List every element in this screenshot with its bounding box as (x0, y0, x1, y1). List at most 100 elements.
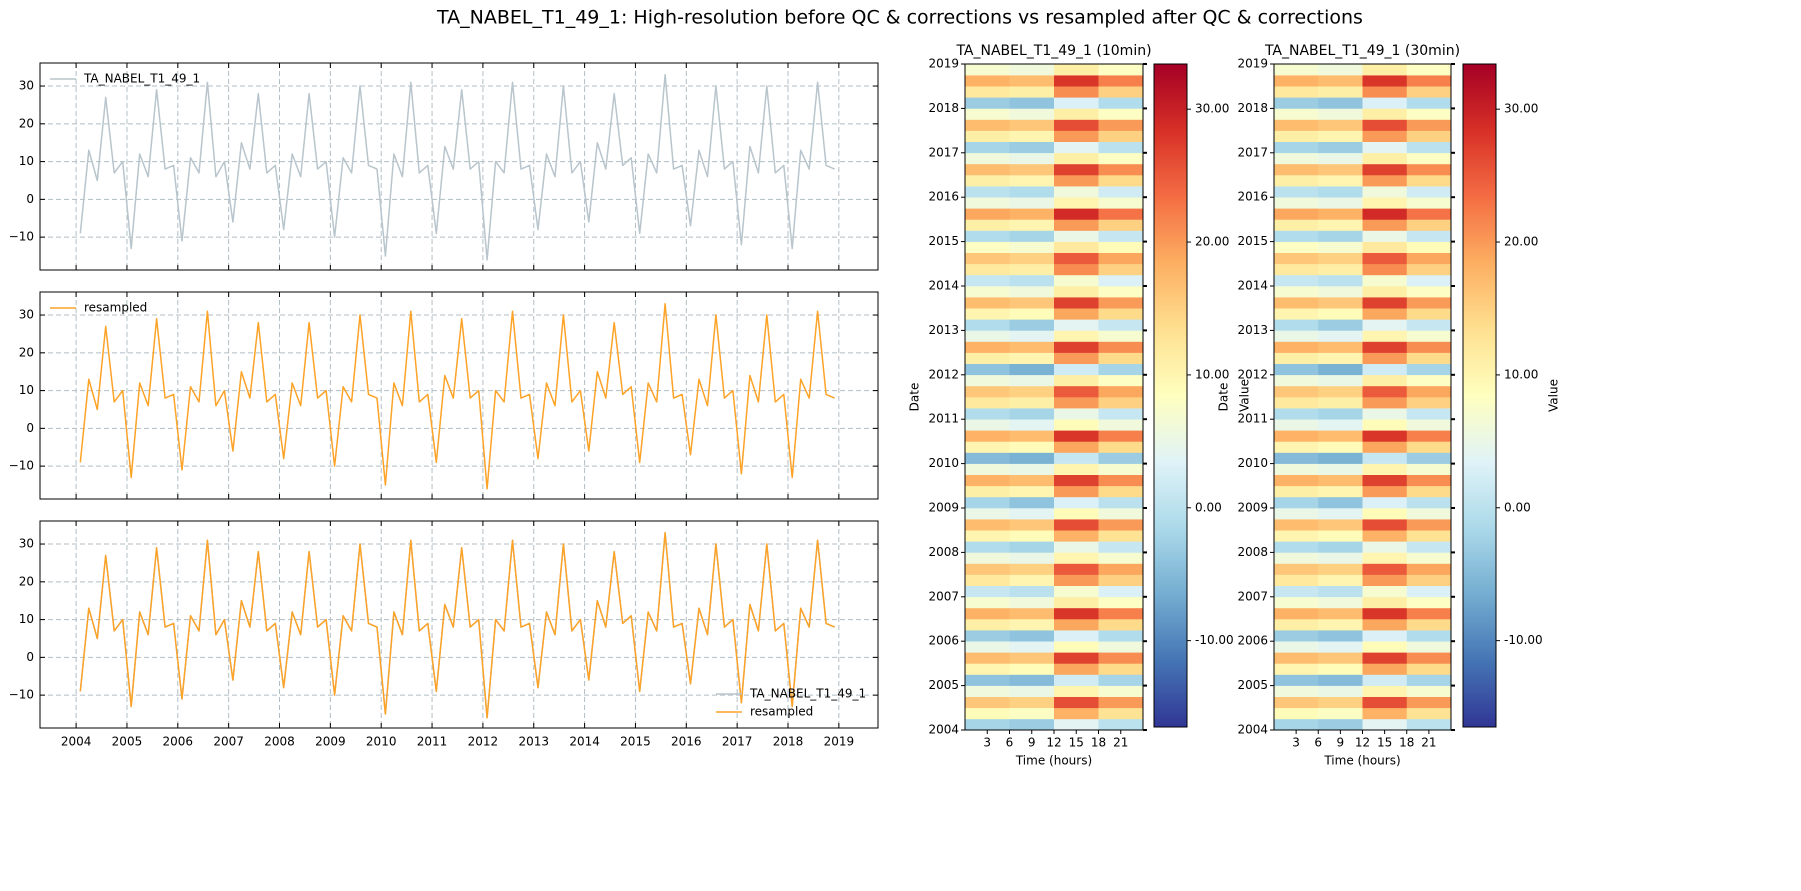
heatmap-cell (1362, 308, 1408, 320)
heatmap-cell (1318, 552, 1363, 564)
heatmap-cell (1098, 630, 1144, 642)
colorbar-tick-label: 20.00 (1195, 235, 1229, 249)
heatmap-cell (1009, 163, 1055, 176)
heatmap-cell (1406, 241, 1452, 253)
heatmap-cell (1362, 352, 1408, 364)
heatmap-cell (1318, 419, 1363, 431)
heatmap-cell (965, 108, 1010, 120)
heatmap-cell (1098, 374, 1144, 387)
heatmap-cell (1406, 585, 1452, 598)
heatmap-cell (1054, 419, 1099, 431)
colorbar-tick-label: 0.00 (1195, 500, 1222, 514)
heatmap-cell (1318, 130, 1363, 142)
heatmap-cell (1318, 297, 1363, 309)
heatmap-cell (1318, 441, 1363, 453)
y-tick-label: 2013 (1237, 323, 1268, 337)
heatmap-cell (1406, 674, 1452, 686)
heatmap-cell (1009, 619, 1055, 631)
heatmap-cell (1098, 674, 1144, 686)
heatmap-cell (1362, 208, 1408, 220)
heatmap-cell (1009, 674, 1055, 686)
heatmap-cell (1318, 97, 1363, 109)
heatmap-cell (1406, 641, 1452, 653)
heatmap-cell (1362, 408, 1408, 420)
heatmap-cell (1274, 341, 1319, 353)
heatmap-cell (965, 64, 1010, 76)
heatmap-cell (1098, 297, 1144, 309)
y-tick-label: 2016 (928, 190, 959, 204)
heatmap-cell (1318, 385, 1363, 398)
heatmap-cell (1318, 574, 1363, 586)
heatmap-cell (1009, 463, 1055, 475)
heatmap-cell (1318, 263, 1363, 276)
heatmap-cell (1362, 596, 1408, 609)
x-tick-label: 2014 (569, 735, 600, 749)
heatmap-cell (1054, 441, 1099, 453)
heatmap-cell (1274, 330, 1319, 342)
heatmap-cell (1362, 674, 1408, 686)
heatmap-cell (1318, 541, 1363, 553)
heatmap-cell (1009, 108, 1055, 120)
heatmap-cell (1318, 519, 1363, 531)
heatmap-cell (1406, 385, 1452, 398)
heatmap-cell (1362, 341, 1408, 353)
heatmap-cell (1362, 430, 1408, 442)
heatmap-cell (1318, 374, 1363, 387)
heatmap-cell (1406, 474, 1452, 487)
heatmap-cell (1098, 208, 1144, 220)
heatmap-cell (965, 574, 1010, 586)
heatmap-cell (1274, 641, 1319, 653)
x-tick-label: 2012 (468, 735, 499, 749)
legend-label: resampled (750, 705, 813, 719)
y-tick-label: 30 (19, 308, 34, 322)
heatmap-cell (1318, 163, 1363, 176)
y-tick-label: 2007 (928, 589, 959, 603)
heatmap-cell (1274, 163, 1319, 176)
heatmap-cell (1009, 419, 1055, 431)
heatmap-cell (1362, 485, 1408, 498)
heatmap-cell (1406, 541, 1452, 553)
heatmap-cell (1009, 230, 1055, 242)
heatmap-cell (1054, 274, 1099, 287)
heatmap-cell (1362, 397, 1408, 409)
heatmap-cell (965, 652, 1010, 664)
heatmap-cell (1318, 352, 1363, 364)
heatmap-cell (1054, 374, 1099, 387)
heatmap-cell (1054, 607, 1099, 620)
heatmap-cell (1318, 397, 1363, 409)
heatmap-cell (1406, 441, 1452, 453)
heatmap-cell (1054, 552, 1099, 564)
heatmap-cell (965, 263, 1010, 276)
heatmap-cell (1318, 585, 1363, 598)
x-tick-label: 12 (1046, 736, 1061, 750)
heatmap-cell (1406, 718, 1452, 731)
heatmap-cell (1318, 108, 1363, 120)
heatmap-cell (1274, 696, 1319, 709)
heatmap-cell (1362, 219, 1408, 231)
heatmap-cell (1274, 607, 1319, 620)
heatmap-cell (965, 563, 1010, 575)
heatmap-cell (1009, 219, 1055, 231)
heatmap-cell (1406, 419, 1452, 431)
heatmap-cell (965, 519, 1010, 531)
x-tick-label: 2007 (213, 735, 244, 749)
heatmap-cell (1098, 641, 1144, 653)
heatmap-cell (1054, 563, 1099, 575)
heatmap-cell (1009, 430, 1055, 442)
legend-label: TA_NABEL_T1_49_1 (83, 72, 200, 86)
heatmap-cell (1098, 341, 1144, 353)
heatmap-cell (1054, 452, 1099, 464)
heatmap-cell (1054, 108, 1099, 120)
heatmap-cell (965, 230, 1010, 242)
heatmap-cell (1009, 718, 1055, 731)
x-tick-label: 9 (1028, 736, 1036, 750)
heatmap-cell (1318, 596, 1363, 609)
heatmap-cell (1054, 385, 1099, 398)
heatmap-cell (965, 86, 1010, 98)
heatmap-cell (1054, 652, 1099, 664)
heatmap-cell (1318, 86, 1363, 98)
heatmap-cell (1362, 419, 1408, 431)
heatmap-cell (1406, 197, 1452, 209)
heatmap-cell (1054, 630, 1099, 642)
heatmap-cell (1318, 319, 1363, 331)
